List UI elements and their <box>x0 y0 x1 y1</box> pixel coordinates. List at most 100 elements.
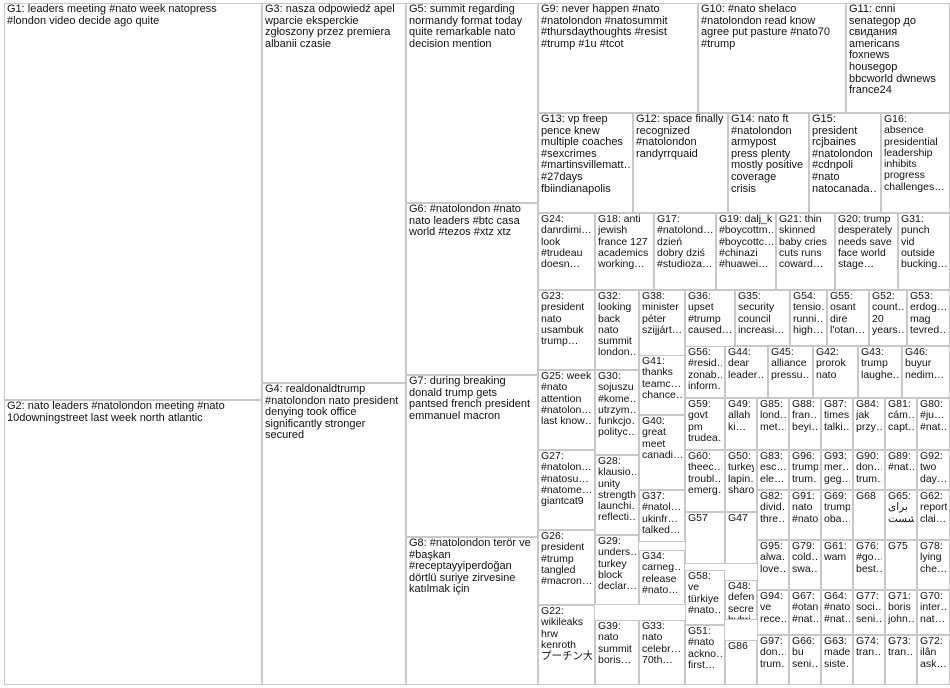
cluster-g5-label: G5: summit regarding normandy format toda… <box>409 4 535 50</box>
cluster-label-line: progress <box>884 169 925 182</box>
cluster-label-line: #chinazi <box>719 246 758 259</box>
cluster-label-line: nato leaders #btc casa <box>409 214 520 227</box>
cluster-label-line: #27days <box>541 170 583 183</box>
cluster-label-line: G4: realdonaldtrump <box>265 384 366 395</box>
cluster-g69: G69: trump oba… <box>821 490 853 540</box>
cluster-label-line: times <box>824 409 850 422</box>
cluster-g4-label: G4: realdonaldtrump #natolondon nato pres… <box>265 384 403 442</box>
cluster-label-line: presidential <box>884 135 938 148</box>
cluster-label-line: G52: <box>872 291 895 302</box>
cluster-label-line: G95: <box>760 541 783 552</box>
cluster-label-line: divid… <box>760 501 786 514</box>
cluster-label-line: #nat… <box>792 612 818 625</box>
cluster-g52-label: G52:count…20years… <box>872 291 904 336</box>
cluster-g13-label: G13: vp freep pence knew multiple coaches #… <box>541 114 630 195</box>
cluster-label-line: declar… <box>598 580 636 593</box>
cluster-label-line: G85: <box>760 399 783 410</box>
cluster-label-line: #cdnpoli <box>812 159 853 172</box>
cluster-label-line: G44: <box>728 347 751 358</box>
cluster-label-line: ve <box>760 601 772 614</box>
cluster-label-line: tevred… <box>910 323 947 336</box>
cluster-label-line: ele… <box>760 472 785 485</box>
cluster-label-line: pence knew <box>541 124 600 137</box>
cluster-g67-label: G67:#otan#nat… <box>792 591 818 625</box>
cluster-g78-label: G78: lying che… <box>920 541 947 575</box>
cluster-label-line: turkey <box>598 557 627 570</box>
cluster-g55: G55: osant dire l'otan… <box>827 290 869 346</box>
cluster-label-line: #london video decide ago quite <box>7 14 160 27</box>
cluster-label-line: nedim… <box>905 368 945 381</box>
cluster-label-line: inform… <box>688 379 722 392</box>
cluster-label-line: G78: <box>920 541 943 552</box>
cluster-label-line: #nato <box>541 381 568 394</box>
cluster-label-line: G61: <box>824 541 847 552</box>
cluster-label-line: G60: <box>688 451 711 462</box>
cluster-label-line: G64: <box>824 591 847 602</box>
cluster-g11-label: G11: cnni senategop до свидания americans fo… <box>849 4 947 97</box>
cluster-label-line: osant <box>830 301 856 314</box>
cluster-label-line: G8: #natolondon terör ve <box>409 538 531 549</box>
cluster-label-line: #boycottc… <box>719 235 773 248</box>
cluster-label-line: 20 <box>872 312 884 325</box>
cluster-g24: G24: danrdimi… look #trudeau doesn… <box>538 213 595 290</box>
cluster-label-line: G45: <box>771 347 794 358</box>
cluster-g82-label: G82:divid…thre… <box>760 491 786 525</box>
cluster-label-line: G72: <box>920 636 943 647</box>
cluster-label-line: talki… <box>824 420 850 433</box>
cluster-label-line: soci… <box>856 601 882 614</box>
cluster-g48-label: G48:defen…secre…hybri… <box>728 581 754 619</box>
cluster-label-line: love… <box>760 562 786 575</box>
cluster-g21-label: G21: thin skinned baby cries cuts runs cowar… <box>779 214 832 270</box>
cluster-label-line: G63: <box>824 636 847 647</box>
cluster-label-line: unders… <box>598 546 636 559</box>
cluster-label-line: G34: <box>642 551 665 562</box>
cluster-label-line: sojuszu <box>598 381 634 394</box>
cluster-g28: G28:klausio…unitystrengthlaunchi…reflect… <box>595 455 639 535</box>
cluster-label-line: wam <box>824 551 847 564</box>
cluster-label-line: l'otan… <box>830 323 866 336</box>
cluster-g36-label: G36: upset #trump caused… <box>688 291 732 336</box>
cluster-g82: G82:divid…thre… <box>757 490 789 540</box>
cluster-label-line: G97: <box>760 636 783 647</box>
cluster-g12: G12: space finally recognized #natolondon r… <box>633 113 728 213</box>
cluster-label-line: G47 <box>728 513 748 524</box>
cluster-g8: G8: #natolondon terör ve #başkan #receptay… <box>406 537 538 685</box>
cluster-label-line: bbcworld dwnews <box>849 72 936 85</box>
cluster-label-line: foxnews <box>849 49 890 62</box>
cluster-label-line: council <box>738 312 771 325</box>
cluster-label-line: G83: <box>760 451 783 462</box>
cluster-g80-label: G80:#ju…#nat… <box>920 399 947 433</box>
cluster-label-line: randyrrquaid <box>636 147 698 160</box>
cluster-g26-label: G26: president #trump tangled #macron… <box>541 531 592 587</box>
cluster-label-line: years… <box>872 323 904 336</box>
cluster-label-line: #nato… <box>688 603 722 616</box>
cluster-g47: G47 <box>725 512 757 564</box>
cluster-label-line: france24 <box>849 84 892 97</box>
cluster-label-line: G92: <box>920 451 943 462</box>
cluster-label-line: academics <box>598 246 649 259</box>
cluster-label-line: donald trump gets <box>409 386 498 399</box>
cluster-label-line: G38: <box>642 291 665 302</box>
cluster-label-line: inhibits <box>884 158 917 171</box>
cluster-label-line: look <box>541 235 561 248</box>
cluster-label-line: #nat… <box>888 461 914 474</box>
cluster-label-line: che… <box>920 562 947 575</box>
cluster-label-line: skinned <box>779 224 816 237</box>
cluster-label-line: armypost <box>731 136 777 149</box>
cluster-label-line: baby cries <box>779 235 827 248</box>
cluster-label-line: G48: <box>728 581 751 592</box>
cluster-label-line: prorok <box>816 357 846 370</box>
cluster-g62: G62: report clai… <box>917 490 950 540</box>
cluster-g40-label: G40: great meet canadi… <box>642 416 682 461</box>
cluster-label-line: G14: nato ft <box>731 114 789 125</box>
cluster-label-line: péter <box>642 312 666 325</box>
cluster-label-line: #natolond… <box>657 224 713 237</box>
cluster-label-line: utrzym… <box>598 403 636 416</box>
cluster-label-line: summit <box>598 642 632 655</box>
cluster-g76-label: G76:#go…best… <box>856 541 882 575</box>
cluster-label-line: #nato <box>688 636 715 649</box>
cluster-label-line: doesn… <box>541 258 581 271</box>
